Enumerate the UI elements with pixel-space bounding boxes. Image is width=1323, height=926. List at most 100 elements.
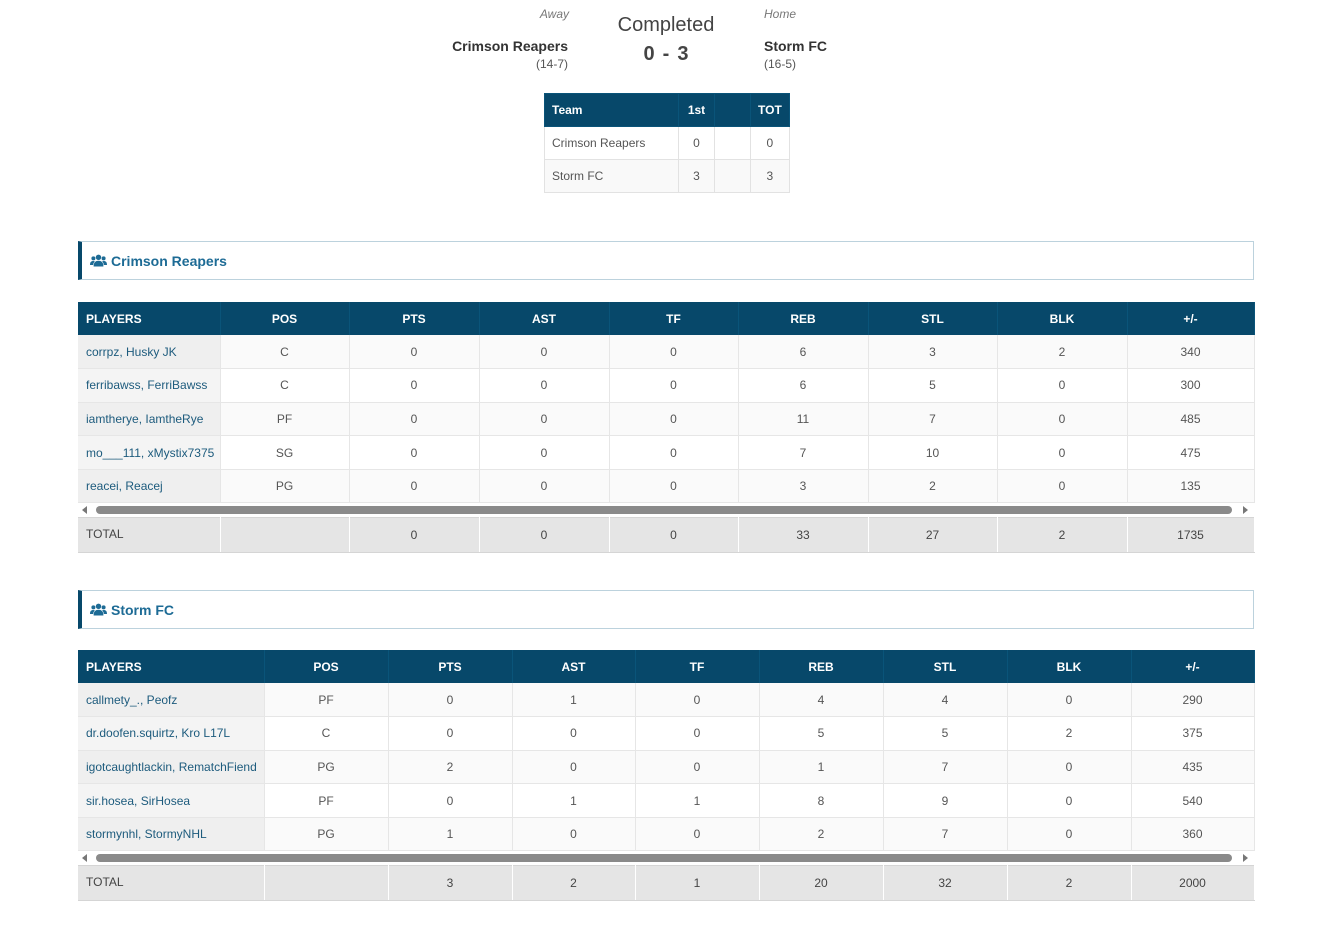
column-header-tf[interactable]: TF: [635, 650, 760, 683]
cell-blk: 0: [997, 368, 1128, 403]
scroll-right-icon[interactable]: [1243, 506, 1248, 515]
cell-plus-minus: 340: [1127, 335, 1255, 370]
cell-stl: 5: [883, 716, 1008, 751]
player-name-link[interactable]: callmety_., Peofz: [78, 683, 265, 718]
team-stats-table-wrap: PLAYERS POS PTS AST TF REB STL BLK +/- c…: [78, 650, 1255, 902]
cell-ast: 1: [512, 683, 636, 718]
table-row: iamtherye, IamtheRye PF 0 0 0 11 7 0 485: [78, 402, 1255, 437]
column-header-plus-minus[interactable]: +/-: [1131, 650, 1255, 683]
team-section-title: Storm FC: [111, 601, 174, 618]
scroll-right-icon[interactable]: [1243, 854, 1248, 863]
column-header-pos[interactable]: POS: [220, 302, 350, 335]
cell-tf: 0: [609, 402, 739, 437]
team-stats-table: PLAYERS POS PTS AST TF REB STL BLK +/- c…: [78, 650, 1255, 852]
player-name-link[interactable]: iamtherye, IamtheRye: [78, 402, 221, 437]
player-name-link[interactable]: ferribawss, FerriBawss: [78, 368, 221, 403]
cell-reb: 2: [759, 817, 884, 852]
scrollbar-thumb[interactable]: [96, 854, 1232, 863]
table-row: callmety_., Peofz PF 0 1 0 4 4 0 290: [78, 683, 1255, 718]
cell-reb: 5: [759, 716, 884, 751]
cell-pos: C: [220, 335, 350, 370]
cell-pts: 0: [388, 716, 513, 751]
column-header-pts[interactable]: PTS: [388, 650, 513, 683]
scroll-left-icon[interactable]: [82, 854, 87, 863]
player-name-link[interactable]: corrpz, Husky JK: [78, 335, 221, 370]
player-name-link[interactable]: sir.hosea, SirHosea: [78, 783, 265, 818]
game-status: Completed: [617, 14, 715, 36]
column-header-stl[interactable]: STL: [868, 302, 998, 335]
total-plus-minus: 2000: [1131, 865, 1255, 902]
cell-ast: 0: [512, 817, 636, 852]
cell-pts: 2: [388, 750, 513, 785]
player-name-link[interactable]: igotcaughtlackin, RematchFiend: [78, 750, 265, 785]
cell-blk: 0: [1007, 750, 1132, 785]
column-header-blk[interactable]: BLK: [1007, 650, 1132, 683]
cell-plus-minus: 485: [1127, 402, 1255, 437]
table-row: sir.hosea, SirHosea PF 0 1 1 8 9 0 540: [78, 783, 1255, 818]
horizontal-scrollbar[interactable]: [78, 851, 1254, 866]
linescore-total: 3: [750, 159, 790, 193]
scrollbar-thumb[interactable]: [96, 506, 1232, 515]
player-name-link[interactable]: stormynhl, StormyNHL: [78, 817, 265, 852]
horizontal-scrollbar[interactable]: [78, 503, 1254, 518]
cell-blk: 0: [997, 402, 1128, 437]
column-header-reb[interactable]: REB: [738, 302, 869, 335]
table-row: corrpz, Husky JK C 0 0 0 6 3 2 340: [78, 335, 1255, 370]
team-section-title: Crimson Reapers: [111, 252, 227, 269]
totals-label: TOTAL: [78, 517, 221, 554]
player-name-link[interactable]: mo___111, xMystix7375: [78, 435, 221, 470]
totals-label: TOTAL: [78, 865, 265, 902]
cell-pos: PG: [264, 750, 389, 785]
player-name-link[interactable]: dr.doofen.squirtz, Kro L17L: [78, 716, 265, 751]
total-plus-minus: 1735: [1127, 517, 1255, 554]
cell-pos: PF: [220, 402, 350, 437]
cell-blk: 0: [997, 435, 1128, 470]
cell-tf: 0: [635, 683, 760, 718]
away-label: Away: [539, 7, 569, 21]
cell-plus-minus: 375: [1131, 716, 1255, 751]
scoreboard: Away Home Crimson Reapers (14-7) Complet…: [0, 0, 1323, 90]
column-header-stl[interactable]: STL: [883, 650, 1008, 683]
cell-pts: 0: [388, 683, 513, 718]
cell-reb: 11: [738, 402, 869, 437]
total-pos: [264, 865, 389, 902]
column-header-players[interactable]: PLAYERS: [78, 650, 265, 683]
cell-pts: 0: [388, 783, 513, 818]
linescore-header-blank: [714, 93, 751, 127]
cell-blk: 0: [997, 469, 1128, 504]
column-header-pos[interactable]: POS: [264, 650, 389, 683]
column-header-plus-minus[interactable]: +/-: [1127, 302, 1255, 335]
total-pos: [220, 517, 350, 554]
column-header-ast[interactable]: AST: [479, 302, 610, 335]
totals-row: TOTAL 0 0 0 33 27 2 1735: [78, 517, 1255, 554]
cell-reb: 7: [738, 435, 869, 470]
linescore-table: Team 1st TOT Crimson Reapers 0 0 Storm F…: [544, 93, 790, 193]
cell-pos: PF: [264, 683, 389, 718]
cell-stl: 7: [868, 402, 998, 437]
cell-ast: 1: [512, 783, 636, 818]
scroll-left-icon[interactable]: [82, 506, 87, 515]
total-tf: 0: [609, 517, 739, 554]
cell-blk: 2: [1007, 716, 1132, 751]
column-header-blk[interactable]: BLK: [997, 302, 1128, 335]
linescore-team: Storm FC: [544, 159, 679, 193]
cell-blk: 0: [1007, 817, 1132, 852]
column-header-ast[interactable]: AST: [512, 650, 636, 683]
column-header-tf[interactable]: TF: [609, 302, 739, 335]
cell-stl: 9: [883, 783, 1008, 818]
column-header-reb[interactable]: REB: [759, 650, 884, 683]
game-score: 0-3: [566, 43, 766, 66]
cell-stl: 10: [868, 435, 998, 470]
away-team-name: Crimson Reapers: [452, 38, 568, 54]
total-stl: 27: [868, 517, 998, 554]
cell-reb: 3: [738, 469, 869, 504]
cell-ast: 0: [512, 716, 636, 751]
total-pts: 0: [349, 517, 480, 554]
total-ast: 2: [512, 865, 636, 902]
cell-tf: 1: [635, 783, 760, 818]
player-name-link[interactable]: reacei, Reacej: [78, 469, 221, 504]
cell-tf: 0: [609, 335, 739, 370]
linescore-period-1: 3: [678, 159, 715, 193]
column-header-pts[interactable]: PTS: [349, 302, 480, 335]
column-header-players[interactable]: PLAYERS: [78, 302, 221, 335]
